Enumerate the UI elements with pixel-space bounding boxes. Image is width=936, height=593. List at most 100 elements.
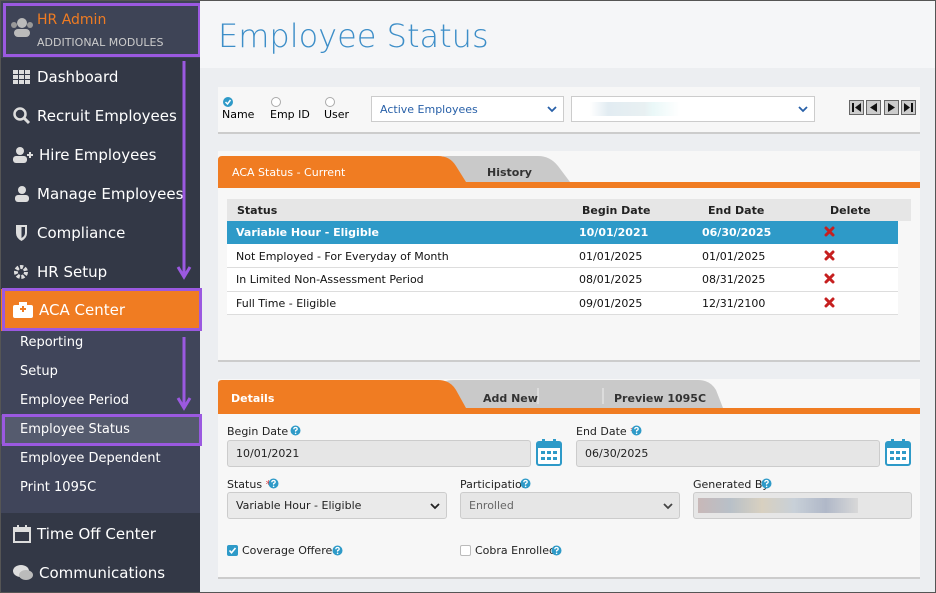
- sub-label: Employee Status: [20, 422, 130, 437]
- delete-x[interactable]: [824, 250, 835, 261]
- begin-date-input[interactable]: 10/01/2021: [227, 440, 531, 467]
- label-text: Begin Date: [227, 425, 289, 438]
- cell: 01/01/2025: [579, 250, 643, 263]
- help-icon[interactable]: [332, 545, 343, 556]
- employee-select[interactable]: [571, 96, 815, 122]
- status-panel: ACA Status - Current History Status Begi…: [218, 151, 920, 362]
- help-icon[interactable]: [520, 478, 531, 489]
- field-label: Begin Date *: [227, 425, 297, 438]
- nav-item[interactable]: Time Off Center: [1, 514, 200, 553]
- sub-item[interactable]: Reporting: [1, 328, 200, 357]
- cell: 12/31/2100: [702, 297, 766, 310]
- icon: [13, 564, 33, 580]
- calendar-button[interactable]: [885, 439, 911, 466]
- field-label: Status *: [227, 478, 271, 491]
- delete-x[interactable]: [824, 297, 835, 308]
- nav-item-active[interactable]: ACA Center: [1, 289, 200, 331]
- tab-underline: [218, 182, 920, 188]
- tabs: [218, 156, 570, 182]
- delete-x[interactable]: [824, 273, 835, 284]
- icon: [13, 69, 30, 84]
- users-icon: [11, 18, 33, 37]
- row-divider: [227, 267, 898, 268]
- icon: [15, 185, 29, 202]
- radio-label: User: [324, 108, 350, 121]
- radio[interactable]: [271, 97, 281, 107]
- column-header: Status: [237, 204, 278, 217]
- details-panel: Details Add New Preview 1095C Begin Date…: [218, 379, 920, 579]
- module-subtitle: ADDITIONAL MODULES: [37, 36, 164, 49]
- checkbox[interactable]: [460, 545, 471, 556]
- cell: In Limited Non-Assessment Period: [236, 273, 424, 286]
- tab-underline: [218, 408, 920, 414]
- end-date-input[interactable]: 06/30/2025: [576, 440, 880, 467]
- cell: 09/01/2025: [579, 297, 643, 310]
- nav-item[interactable]: Compliance: [1, 213, 200, 252]
- icon: [16, 224, 27, 241]
- nav-label: Hire Employees: [39, 145, 157, 164]
- nav-label: ACA Center: [39, 301, 125, 319]
- blurred-value: [590, 102, 680, 116]
- table-header: [227, 199, 911, 221]
- nav-item[interactable]: Hire Employees: [1, 135, 200, 174]
- input-value: 06/30/2025: [585, 447, 649, 460]
- nav-item[interactable]: Dashboard: [1, 57, 200, 96]
- sub-item[interactable]: Employee Period: [1, 386, 200, 415]
- help-icon[interactable]: [290, 425, 301, 436]
- sub-label: Employee Dependent: [20, 451, 161, 466]
- sub-item[interactable]: Setup: [1, 357, 200, 386]
- tab-active[interactable]: ACA Status - Current: [232, 166, 346, 179]
- column-header: Delete: [830, 204, 871, 217]
- checkbox-label: Coverage Offered: [242, 544, 340, 557]
- sub-item[interactable]: Employee Dependent: [1, 444, 200, 473]
- cell: 01/01/2025: [702, 250, 766, 263]
- status-select[interactable]: Variable Hour - Eligible: [227, 492, 447, 519]
- pager-buttons[interactable]: [849, 100, 917, 116]
- icon: [14, 264, 28, 279]
- tab-active[interactable]: Details: [231, 392, 275, 405]
- nav-item[interactable]: Recruit Employees: [1, 96, 200, 135]
- help-icon[interactable]: [551, 545, 562, 556]
- label-text: Generated By: [693, 478, 769, 491]
- tab[interactable]: Add New: [483, 392, 538, 405]
- help-icon[interactable]: [631, 425, 642, 436]
- input-value: 10/01/2021: [236, 447, 300, 460]
- checkbox-label: Cobra Enrolled: [475, 544, 556, 557]
- icon: [13, 302, 33, 318]
- nav-label: Manage Employees: [37, 184, 184, 203]
- calendar-button[interactable]: [536, 439, 562, 466]
- chevron: [798, 106, 808, 113]
- cell: 06/30/2025: [702, 226, 772, 239]
- sidebar-header[interactable]: HR Admin ADDITIONAL MODULES: [1, 1, 200, 58]
- tab[interactable]: Preview 1095C: [614, 392, 707, 405]
- sub-item[interactable]: Print 1095C: [1, 473, 200, 502]
- sidebar: HR Admin ADDITIONAL MODULES Dashboard Re…: [1, 1, 202, 592]
- help-icon[interactable]: [761, 478, 772, 489]
- nav-item[interactable]: Manage Employees: [1, 174, 200, 213]
- chevron: [430, 503, 440, 510]
- select-value: Variable Hour - Eligible: [236, 499, 362, 512]
- participation-select[interactable]: Enrolled: [460, 492, 680, 519]
- required-mark: *: [265, 478, 272, 491]
- help-icon[interactable]: [268, 478, 279, 489]
- nav-label: Recruit Employees: [37, 106, 177, 125]
- checkbox-checked[interactable]: [227, 545, 238, 556]
- nav-item[interactable]: HR Setup: [1, 252, 200, 291]
- selected-row[interactable]: [227, 221, 898, 244]
- filter-select[interactable]: Active Employees: [371, 96, 564, 122]
- nav-item[interactable]: Communications: [1, 553, 200, 592]
- radio-checked[interactable]: [223, 97, 233, 107]
- nav-label: Time Off Center: [37, 524, 156, 543]
- delete-x[interactable]: [824, 226, 835, 237]
- tab[interactable]: History: [487, 166, 532, 179]
- nav-label: Dashboard: [37, 67, 119, 86]
- tabs: [218, 380, 723, 408]
- sub-item-active[interactable]: Employee Status: [1, 415, 200, 444]
- generated-by-input: [693, 492, 912, 519]
- radio[interactable]: [325, 97, 335, 107]
- page-header: [200, 1, 935, 68]
- icon: [13, 524, 31, 543]
- field-label: Generated By: [693, 478, 769, 491]
- module-title: HR Admin: [37, 12, 107, 28]
